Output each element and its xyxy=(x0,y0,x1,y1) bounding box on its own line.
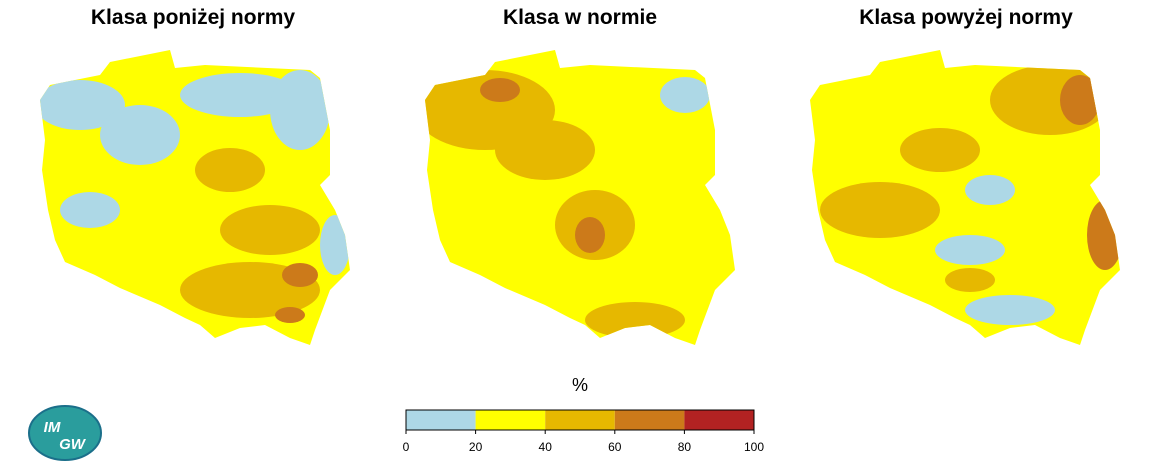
color-segment xyxy=(406,410,476,430)
map-title: Klasa poniżej normy xyxy=(91,6,296,29)
colorbar: 0 20 40 60 80 100 xyxy=(403,409,764,454)
tick-label: 20 xyxy=(469,440,483,454)
color-segment xyxy=(684,410,754,430)
logo-text: GW xyxy=(59,436,87,453)
tick-label: 100 xyxy=(744,440,764,454)
map-below: Klasa poniżej normy xyxy=(40,6,350,345)
legend-label: % xyxy=(572,375,588,395)
tick-label: 60 xyxy=(608,440,622,454)
map-above: Klasa powyżej normy xyxy=(810,6,1120,345)
colorbar-frame xyxy=(405,409,755,431)
map-normal: Klasa w normie xyxy=(425,6,735,345)
map-title: Klasa w normie xyxy=(503,6,657,29)
tick-label: 40 xyxy=(539,440,553,454)
logo: IM GW xyxy=(28,405,102,461)
tick-label: 0 xyxy=(403,440,410,454)
map-title: Klasa powyżej normy xyxy=(859,6,1073,29)
color-segment xyxy=(614,410,685,430)
tick-label: 80 xyxy=(678,440,692,454)
color-segment xyxy=(545,410,615,430)
color-segment xyxy=(475,410,546,430)
logo-text: IM xyxy=(44,419,61,436)
